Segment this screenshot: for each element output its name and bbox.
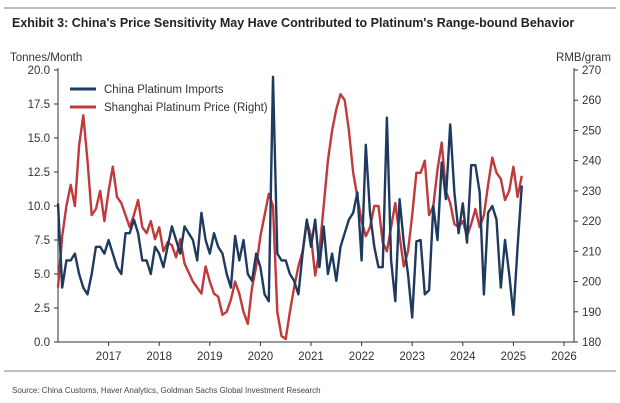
- x-tick-label: 2026: [551, 351, 577, 363]
- y-left-tick-label: 17.5: [28, 99, 50, 111]
- y-axis-right-label: RMB/gram: [556, 52, 611, 64]
- y-right-tick-label: 240: [582, 156, 601, 168]
- x-tick-label: 2020: [248, 351, 274, 363]
- series-line-shanghai-price: [56, 92, 523, 341]
- y-left-tick-label: 20.0: [28, 65, 50, 77]
- x-tick-label: 2023: [399, 351, 425, 363]
- y-left-tick-label: 10.0: [28, 201, 50, 213]
- y-left-tick-label: 2.5: [34, 303, 50, 315]
- x-tick-label: 2019: [197, 351, 223, 363]
- y-right-tick-label: 270: [582, 65, 601, 77]
- y-right-tick-label: 230: [582, 186, 601, 198]
- y-left-tick-label: 5.0: [34, 269, 50, 281]
- x-tick-label: 2025: [501, 351, 527, 363]
- y-right-tick-label: 220: [582, 216, 601, 228]
- legend-label-price: Shanghai Platinum Price (Right): [104, 102, 268, 114]
- y-left-tick-label: 0.0: [34, 337, 50, 349]
- y-left-tick-label: 12.5: [28, 167, 50, 179]
- legend: China Platinum Imports Shanghai Platinum…: [70, 84, 268, 114]
- y-right-tick-label: 190: [582, 307, 601, 319]
- x-tick-label: 2024: [450, 351, 476, 363]
- y-right-tick-label: 200: [582, 277, 601, 289]
- x-tick-label: 2022: [349, 351, 375, 363]
- x-tick-label: 2018: [146, 351, 172, 363]
- legend-label-imports: China Platinum Imports: [104, 84, 224, 96]
- y-left-tick-label: 15.0: [28, 133, 50, 145]
- y-axis-left-label: Tonnes/Month: [10, 52, 82, 64]
- source-note: Source: China Customs, Haver Analytics, …: [12, 386, 321, 395]
- y-left-tick-label: 7.5: [34, 235, 50, 247]
- y-right-tick-label: 180: [582, 337, 601, 349]
- y-right-tick-label: 210: [582, 246, 601, 258]
- x-tick-label: 2021: [298, 351, 324, 363]
- y-right-tick-label: 250: [582, 125, 601, 137]
- y-right-tick-label: 260: [582, 95, 601, 107]
- series-line-china-imports: [56, 75, 523, 319]
- chart-title: Exhibit 3: China's Price Sensitivity May…: [12, 16, 574, 30]
- x-tick-label: 2017: [96, 351, 122, 363]
